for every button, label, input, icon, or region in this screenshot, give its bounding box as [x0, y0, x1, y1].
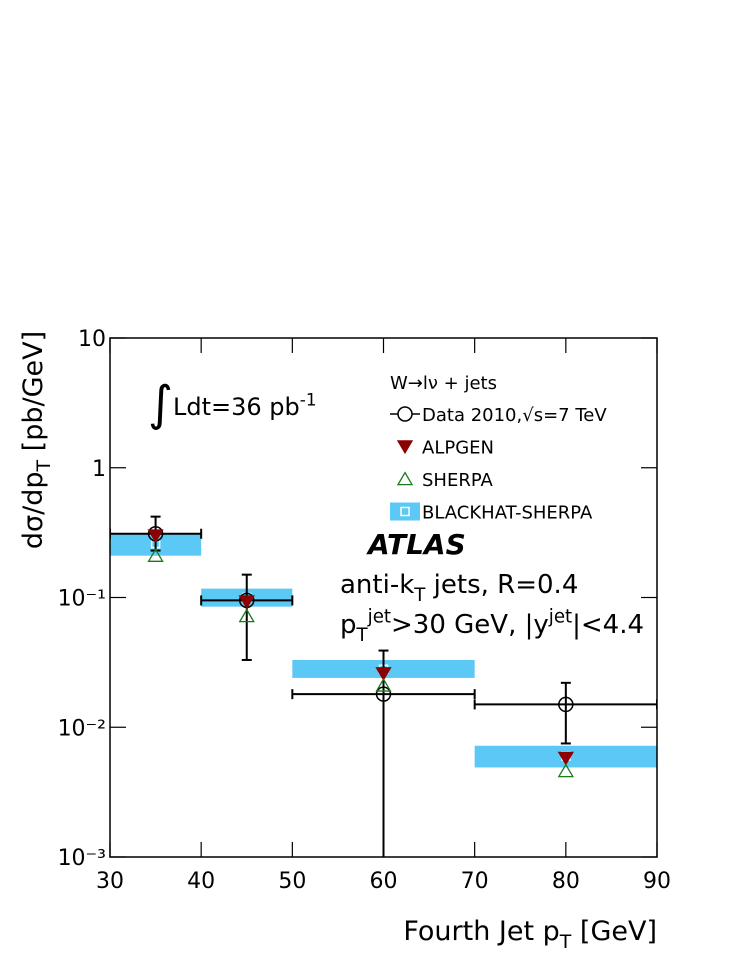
- marker: [375, 677, 392, 692]
- legend-label: BLACKHAT-SHERPA: [422, 503, 593, 524]
- y-tick-label: 10: [78, 327, 106, 352]
- text-part: Fourth Jet p: [403, 916, 559, 947]
- y-tick-label: 10⁻¹: [58, 587, 106, 612]
- luminosity-label: ∫Ldt=36 pb-1: [148, 376, 317, 432]
- x-tick-label: 40: [187, 869, 215, 894]
- text-part: [GeV]: [571, 916, 657, 947]
- text-part: |<4.4: [572, 610, 644, 640]
- text-part: anti-k: [340, 570, 414, 600]
- text-part: >30 GeV, |y: [391, 610, 549, 640]
- legend-swatch: [397, 406, 413, 422]
- text-part: T: [33, 459, 55, 472]
- marker: [375, 667, 392, 681]
- y-tick-label: 1: [92, 457, 106, 482]
- x-tick-label: 30: [96, 869, 124, 894]
- legend-swatch: [396, 440, 414, 455]
- x-tick-label: 90: [643, 869, 671, 894]
- y-axis-label: dσ/dpT [pb/GeV]: [18, 331, 55, 549]
- jet-algorithm-label: anti-kT jets, R=0.4: [340, 570, 578, 606]
- marker: [147, 548, 164, 562]
- marker: [557, 751, 574, 766]
- text-part: dσ/dp: [18, 471, 49, 549]
- marker: [238, 595, 255, 610]
- x-tick-label: 80: [552, 869, 580, 894]
- text-part: ATLAS: [366, 528, 466, 561]
- y-tick-label: 10⁻²: [58, 716, 106, 741]
- data-point: [558, 696, 574, 713]
- y-tick-label: 10⁻³: [58, 846, 106, 871]
- data-point: [375, 686, 392, 702]
- text-part: ∫: [148, 376, 173, 432]
- marker: [147, 529, 164, 544]
- legend-swatch: [396, 471, 414, 486]
- text-part: T: [413, 585, 426, 606]
- marker: [238, 608, 255, 623]
- text-part: Ldt=36 pb: [173, 393, 300, 421]
- legend-label: Data 2010,√s=7 TeV: [422, 405, 607, 426]
- text-part: jet: [367, 607, 391, 628]
- text-part: jet: [548, 607, 572, 628]
- legend-swatch-center: [400, 506, 410, 517]
- text-part: [pb/GeV]: [18, 331, 49, 460]
- legend-label: ALPGEN: [422, 438, 494, 459]
- legend-label: SHERPA: [422, 470, 494, 491]
- legend-swatch: [390, 502, 420, 521]
- legend-title: W→lν + jets: [390, 373, 497, 394]
- marker: [557, 763, 574, 778]
- axes: 30 40 50 60 70 80 90 10⁻³ 10⁻² 10⁻¹ 1 10: [58, 327, 671, 894]
- x-tick-label: 70: [461, 869, 489, 894]
- cuts-label: pTjet>30 GeV, |yjet|<4.4: [340, 607, 644, 646]
- text-part: jets, R=0.4: [425, 570, 578, 600]
- text-part: -1: [300, 389, 317, 409]
- text-part: T: [356, 625, 369, 646]
- atlas-label: ATLAS: [366, 528, 466, 561]
- plot-area: [110, 515, 657, 857]
- text-part: T: [559, 931, 572, 953]
- text-part: p: [340, 610, 357, 640]
- x-tick-label: 60: [370, 869, 398, 894]
- x-tick-label: 50: [278, 869, 306, 894]
- x-axis-label: Fourth Jet pT [GeV]: [403, 916, 657, 953]
